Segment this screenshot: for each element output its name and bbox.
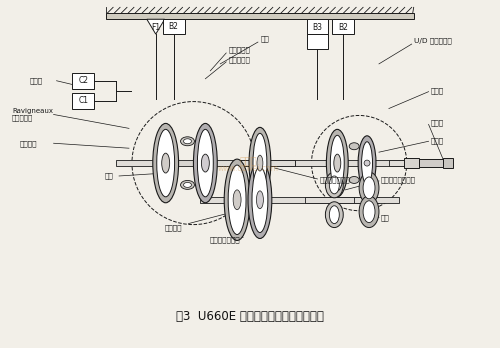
Text: 长的小齿轮: 长的小齿轮: [228, 47, 250, 53]
Text: 中间轴驱动齿轮: 中间轴驱动齿轮: [320, 177, 350, 183]
Ellipse shape: [363, 201, 375, 223]
Ellipse shape: [326, 172, 343, 198]
Text: www.qzwei.com: www.qzwei.com: [218, 164, 278, 173]
Ellipse shape: [252, 167, 268, 232]
Ellipse shape: [363, 177, 375, 199]
Ellipse shape: [198, 129, 214, 197]
Circle shape: [364, 160, 370, 166]
Ellipse shape: [224, 159, 250, 240]
Text: 后太阳轮: 后太阳轮: [20, 140, 38, 147]
Ellipse shape: [249, 127, 271, 199]
Ellipse shape: [162, 153, 170, 173]
Ellipse shape: [184, 139, 192, 144]
Ellipse shape: [194, 124, 218, 203]
Text: C1: C1: [78, 96, 88, 105]
Bar: [240, 160, 294, 166]
Bar: [332, 19, 354, 34]
Text: 齿圈: 齿圈: [260, 36, 270, 42]
Bar: [404, 158, 418, 168]
Ellipse shape: [253, 133, 267, 193]
Bar: [354, 197, 399, 203]
Ellipse shape: [248, 161, 272, 238]
Text: 输入轴: 输入轴: [430, 119, 444, 126]
Ellipse shape: [349, 176, 359, 183]
Bar: [304, 197, 369, 203]
Bar: [116, 160, 294, 166]
Ellipse shape: [184, 182, 192, 187]
Text: 小齿轮: 小齿轮: [430, 87, 444, 94]
Bar: [72, 73, 94, 89]
Ellipse shape: [349, 143, 359, 150]
Text: 行星齿轮组: 行星齿轮组: [12, 114, 33, 121]
Text: U/D 行星齿轮组: U/D 行星齿轮组: [414, 38, 452, 45]
Ellipse shape: [233, 190, 241, 210]
Ellipse shape: [359, 196, 379, 228]
Ellipse shape: [153, 124, 178, 203]
Bar: [389, 160, 444, 166]
Ellipse shape: [180, 181, 194, 189]
Text: B2: B2: [168, 22, 178, 31]
Text: 汽修网: 汽修网: [239, 155, 257, 165]
Ellipse shape: [326, 202, 343, 228]
Text: 图3  U660E 型自动变速器动力传递路径: 图3 U660E 型自动变速器动力传递路径: [176, 310, 324, 323]
Ellipse shape: [228, 165, 246, 235]
Ellipse shape: [330, 135, 344, 191]
Ellipse shape: [157, 129, 174, 197]
Text: 太阳轮: 太阳轮: [430, 137, 444, 144]
Text: 齿圈: 齿圈: [104, 173, 113, 179]
Ellipse shape: [256, 191, 264, 209]
Text: 中间轴: 中间轴: [30, 78, 43, 84]
Ellipse shape: [362, 142, 372, 184]
Ellipse shape: [359, 172, 379, 204]
Text: B2: B2: [338, 23, 348, 32]
Ellipse shape: [257, 155, 263, 171]
Bar: [72, 93, 94, 109]
Ellipse shape: [330, 176, 340, 194]
Ellipse shape: [180, 137, 194, 146]
Text: Ravigneaux: Ravigneaux: [12, 108, 53, 113]
Polygon shape: [147, 19, 164, 34]
Text: 齿圈: 齿圈: [381, 214, 390, 221]
Bar: [418, 159, 444, 167]
Ellipse shape: [358, 136, 376, 190]
Text: 差速器驱动小齿轮: 差速器驱动小齿轮: [381, 177, 416, 183]
Bar: [306, 34, 328, 49]
Text: B3: B3: [312, 23, 322, 32]
Bar: [162, 19, 184, 34]
Ellipse shape: [330, 206, 340, 224]
Text: 前太阳轮: 前太阳轮: [165, 224, 182, 231]
Bar: [156, 160, 216, 166]
Bar: [306, 19, 328, 34]
Text: 中间轴从动齿轮: 中间轴从动齿轮: [210, 236, 240, 243]
Bar: [200, 197, 379, 203]
Bar: [106, 13, 414, 19]
Text: C2: C2: [78, 76, 88, 85]
Text: 短的小齿轮: 短的小齿轮: [228, 57, 250, 63]
Bar: [444, 158, 454, 168]
Ellipse shape: [334, 154, 341, 172]
Bar: [294, 160, 404, 166]
Text: F1: F1: [151, 23, 160, 32]
Ellipse shape: [326, 129, 348, 197]
Ellipse shape: [202, 154, 209, 172]
